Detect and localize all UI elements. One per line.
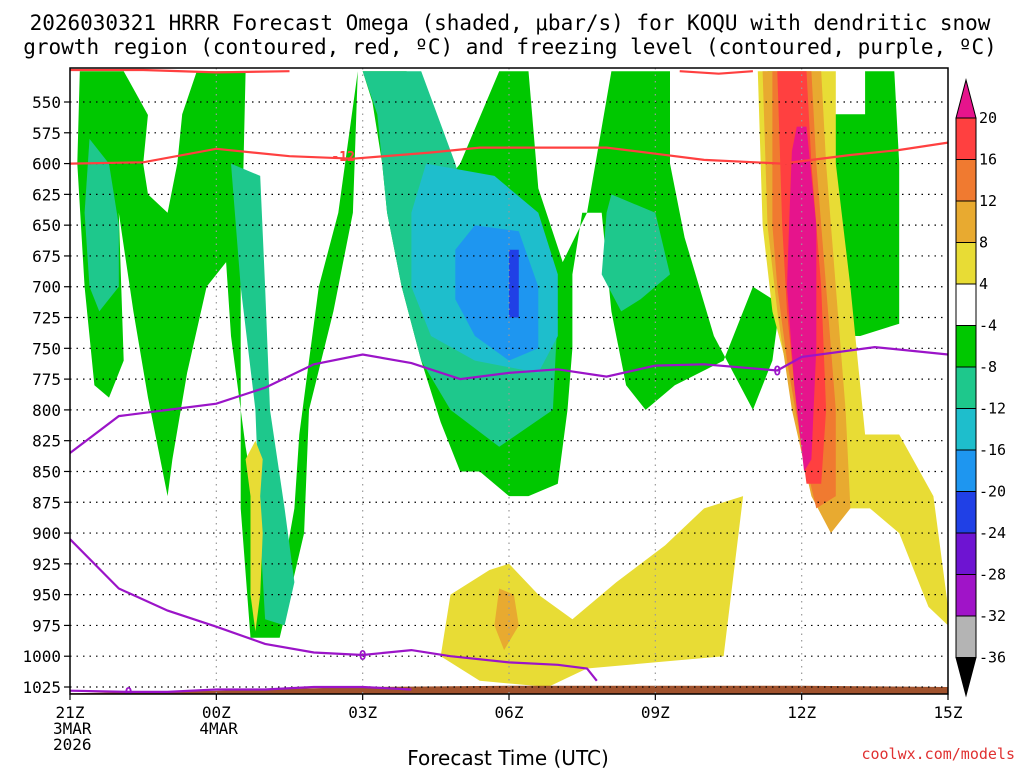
colorbar-bin--16--12 (955, 408, 977, 451)
colorbar-label-8: 8 (979, 234, 988, 252)
colorbar-label--16: -16 (979, 441, 1006, 459)
colorbar-bin--4-4 (955, 283, 977, 326)
colorbar-bottom-arrow (955, 657, 977, 698)
x-tick-label-00Z-1: 4MAR (199, 719, 238, 738)
colorbar-bin--36--32 (955, 615, 977, 658)
colorbar-label--36: -36 (979, 649, 1006, 667)
y-tick-label-750: 750 (32, 339, 61, 358)
x-tick-label-21Z-2: 2026 (53, 735, 92, 754)
credit-text: coolwx.com/models (861, 745, 1015, 763)
x-tick-label-12Z-0: 12Z (787, 703, 816, 722)
omega-region-17 (70, 685, 948, 694)
colorbar-bin-16-20 (955, 117, 977, 160)
colorbar-label--24: -24 (979, 524, 1006, 542)
colorbar-label--28: -28 (979, 566, 1006, 584)
y-tick-label-1025: 1025 (22, 678, 61, 697)
colorbar-label--4: -4 (979, 317, 997, 335)
y-tick-label-700: 700 (32, 278, 61, 297)
chart-title-line-2: growth region (contoured, red, ºC) and f… (23, 35, 997, 59)
omega-region-11 (245, 440, 263, 632)
y-tick-label-825: 825 (32, 432, 61, 451)
y-tick-label-650: 650 (32, 216, 61, 235)
colorbar-top-arrow (955, 78, 977, 119)
contour-dgz-minus12 (70, 141, 948, 165)
omega-region-5 (601, 194, 670, 312)
omega-region-13 (494, 588, 519, 651)
x-tick-label-03Z-0: 03Z (348, 703, 377, 722)
colorbar-label--32: -32 (979, 607, 1006, 625)
chart-title-line-1: 2026030321 HRRR Forecast Omega (shaded, … (30, 11, 991, 35)
y-tick-label-775: 775 (32, 370, 61, 389)
x-tick-label-21Z-0: 21Z (56, 703, 85, 722)
contour-label-freezing-lower: 0 (359, 649, 367, 664)
colorbar-label-20: 20 (979, 109, 997, 127)
y-tick-label-625: 625 (32, 185, 61, 204)
colorbar-label--12: -12 (979, 400, 1006, 418)
colorbar-label-4: 4 (979, 275, 988, 293)
colorbar-bin-8-12 (955, 200, 977, 243)
contour-label-dgz-minus12: -12 (331, 150, 354, 165)
x-tick-label-06Z-0: 06Z (495, 703, 524, 722)
y-tick-label-850: 850 (32, 462, 61, 481)
colorbar-bin--28--24 (955, 532, 977, 575)
omega-region-1 (143, 71, 197, 213)
y-tick-label-575: 575 (32, 124, 61, 143)
y-tick-label-925: 925 (32, 555, 61, 574)
omega-region-16 (787, 126, 817, 472)
contour-freezing-bottom (70, 685, 412, 693)
contour-label-freezing-bottom: 0 (125, 686, 133, 701)
colorbar-bin--32--28 (955, 574, 977, 617)
contour-freezing-upper (70, 345, 948, 454)
contour-freezing-lower (70, 538, 598, 682)
colorbar-bin--12--8 (955, 366, 977, 409)
y-tick-label-900: 900 (32, 524, 61, 543)
contour-dgz-upper-minus12 (70, 68, 290, 74)
colorbar-bin-12-16 (955, 159, 977, 202)
colorbar-bin--8--4 (955, 325, 977, 368)
colorbar-label--20: -20 (979, 483, 1006, 501)
y-tick-label-950: 950 (32, 586, 61, 605)
omega-region-8 (509, 249, 519, 318)
colorbar-label-12: 12 (979, 192, 997, 210)
x-axis-label: Forecast Time (UTC) (407, 746, 609, 768)
contour-label-freezing-upper: 0 (773, 364, 781, 379)
omega-region-10 (440, 496, 744, 687)
x-tick-label-00Z-0: 00Z (202, 703, 231, 722)
y-tick-label-875: 875 (32, 493, 61, 512)
colorbar-bin-4-8 (955, 242, 977, 285)
colorbar-bin--24--20 (955, 491, 977, 534)
contour-dgz-upper-right (679, 70, 753, 75)
omega-region-3 (231, 163, 295, 626)
x-tick-label-15Z-0: 15Z (934, 703, 963, 722)
colorbar-bin--20--16 (955, 449, 977, 492)
pressure-axis: 550 575 600 625 650 675 700 725 750 775 800 825 850 8… (22, 93, 70, 697)
colorbar: 20 16 12 8 4 -4 -8 -12 -16 -20 -24 -28 -32 -36 (955, 78, 1006, 698)
colorbar-label-16: 16 (979, 151, 997, 169)
y-tick-label-550: 550 (32, 93, 61, 112)
y-tick-label-1000: 1000 (22, 647, 61, 666)
colorbar-label--8: -8 (979, 358, 997, 376)
y-tick-label-800: 800 (32, 401, 61, 420)
y-tick-label-725: 725 (32, 309, 61, 328)
y-tick-label-975: 975 (32, 616, 61, 635)
omega-shaded-regions (70, 71, 948, 694)
y-tick-label-600: 600 (32, 155, 61, 174)
omega-region-2 (84, 138, 119, 312)
x-tick-label-09Z-0: 09Z (641, 703, 670, 722)
grid-lines (70, 68, 948, 694)
y-tick-label-675: 675 (32, 247, 61, 266)
x-tick-label-21Z-1: 3MAR (53, 719, 92, 738)
